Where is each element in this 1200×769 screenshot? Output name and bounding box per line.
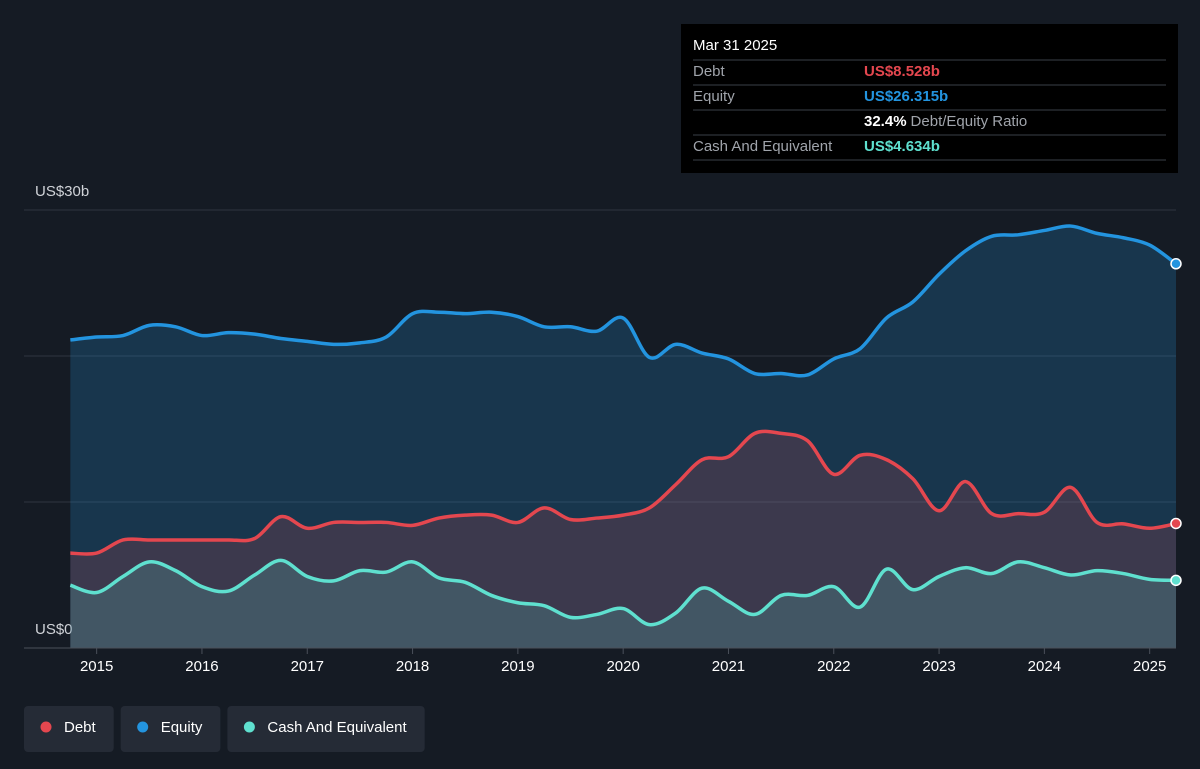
tooltip-date: Mar 31 2025 bbox=[693, 37, 777, 54]
x-tick-label: 2020 bbox=[606, 658, 639, 675]
x-tick-label: 2016 bbox=[185, 658, 218, 675]
legend-item[interactable]: Debt bbox=[24, 706, 114, 752]
x-tick-label: 2019 bbox=[501, 658, 534, 675]
legend-swatch bbox=[40, 721, 52, 733]
x-tick-label: 2022 bbox=[817, 658, 850, 675]
tooltip-value: US$4.634b bbox=[864, 138, 940, 155]
x-tick-label: 2015 bbox=[80, 658, 113, 675]
legend-label: Cash And Equivalent bbox=[267, 719, 407, 736]
legend-label: Debt bbox=[64, 719, 97, 736]
x-tick-label: 2017 bbox=[291, 658, 324, 675]
x-tick-label: 2018 bbox=[396, 658, 429, 675]
legend-label: Equity bbox=[161, 719, 203, 736]
area bbox=[70, 431, 1176, 648]
tooltip-value: US$8.528b bbox=[864, 63, 940, 80]
end-point bbox=[1170, 258, 1182, 270]
legend-swatch bbox=[137, 721, 149, 733]
y-tick-label: US$0 bbox=[35, 621, 73, 638]
x-tick-label: 2024 bbox=[1028, 658, 1061, 675]
legend-item[interactable]: Cash And Equivalent bbox=[227, 706, 425, 752]
tooltip: Mar 31 2025 Debt US$8.528b Equity US$26.315… bbox=[681, 24, 1178, 173]
area bbox=[70, 226, 1176, 649]
area bbox=[70, 560, 1176, 648]
end-point bbox=[1170, 574, 1182, 587]
legend-button[interactable] bbox=[227, 706, 425, 752]
legend-button[interactable] bbox=[120, 706, 221, 752]
legend-swatch bbox=[243, 721, 255, 733]
x-tick-label: 2025 bbox=[1133, 658, 1166, 675]
legend: Debt Equity Cash And Equivalent bbox=[24, 706, 425, 752]
legend-item[interactable]: Equity bbox=[120, 706, 221, 752]
end-point bbox=[1170, 517, 1182, 530]
x-tick-label: 2021 bbox=[712, 658, 745, 675]
ratio-label: Debt/Equity Ratio bbox=[911, 113, 1028, 130]
x-tick-label: 2023 bbox=[922, 658, 955, 675]
y-tick-label: US$30b bbox=[35, 183, 89, 200]
ratio-value: 32.4% bbox=[864, 113, 907, 130]
tooltip-label: Cash And Equivalent bbox=[693, 138, 833, 155]
tooltip-value: US$26.315b bbox=[864, 88, 948, 105]
tooltip-label: Equity bbox=[693, 88, 735, 105]
tooltip-box bbox=[681, 24, 1178, 173]
plot: US$0 US$30b 2015 2016 2017 2018 2019 2020 2021 20… bbox=[24, 183, 1182, 675]
tooltip-label: Debt bbox=[693, 63, 726, 80]
line bbox=[70, 429, 1177, 556]
legend-button[interactable] bbox=[24, 706, 114, 752]
line bbox=[69, 558, 1177, 627]
line bbox=[70, 224, 1178, 378]
